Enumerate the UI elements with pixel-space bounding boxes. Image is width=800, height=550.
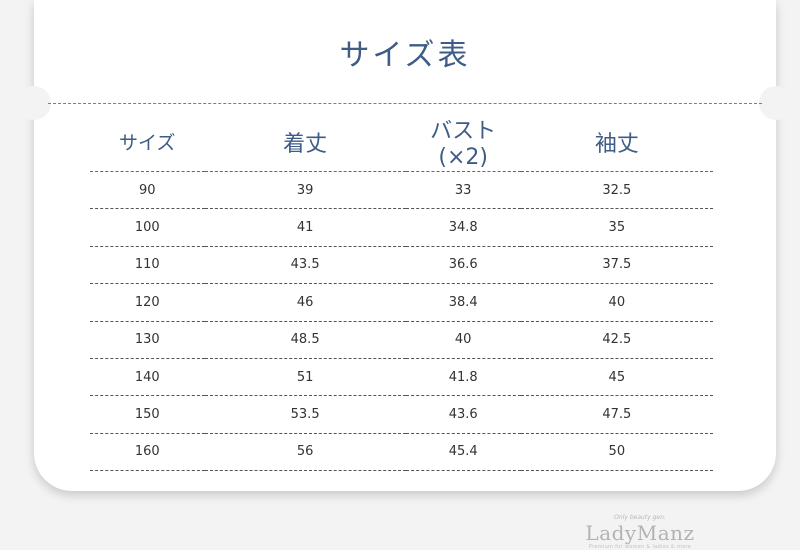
cell-sleeve: 40 <box>520 283 713 322</box>
table-row: 110 43.5 36.6 37.5 <box>90 246 713 285</box>
table-row: 100 41 34.8 35 <box>90 208 713 247</box>
cell-size: 110 <box>90 246 205 285</box>
cell-size: 140 <box>90 358 205 397</box>
cell-sleeve: 37.5 <box>520 246 713 285</box>
cell-size: 120 <box>90 283 205 322</box>
table-row: 150 53.5 43.6 47.5 <box>90 395 713 434</box>
ticket-notch-right <box>759 86 793 120</box>
cell-size: 130 <box>90 321 205 359</box>
size-table: サイズ 着丈 バスト(×2) 袖丈 90 39 33 32.5 100 41 3… <box>90 112 713 472</box>
cell-sleeve: 45 <box>520 358 713 397</box>
brand-watermark: Only beauty gen. LadyManz Premium for wo… <box>584 514 696 550</box>
cell-bust: 40 <box>405 321 521 359</box>
cell-bust: 33 <box>405 171 521 210</box>
cell-sleeve: 35 <box>520 208 713 247</box>
cell-size: 160 <box>90 433 205 472</box>
table-row: 90 39 33 32.5 <box>90 171 713 210</box>
cell-size: 150 <box>90 395 205 434</box>
table-row: 160 56 45.4 50 <box>90 433 713 472</box>
cell-length: 48.5 <box>204 321 406 359</box>
cell-bust: 43.6 <box>405 395 521 434</box>
table-header-row: サイズ 着丈 バスト(×2) 袖丈 <box>90 112 713 172</box>
brand-subline: Premium for women & ladies & more <box>588 544 692 550</box>
cell-length: 51 <box>204 358 406 397</box>
cell-bust: 34.8 <box>405 208 521 247</box>
cell-sleeve: 50 <box>520 433 713 472</box>
table-row: 120 46 38.4 40 <box>90 283 713 322</box>
cell-bust: 45.4 <box>405 433 521 472</box>
cell-length: 41 <box>204 208 406 247</box>
header-bust: バスト(×2) <box>405 112 521 172</box>
table-row: 140 51 41.8 45 <box>90 358 713 397</box>
cell-sleeve: 42.5 <box>520 321 713 359</box>
ticket-notch-left <box>17 86 51 120</box>
table-row: 130 48.5 40 42.5 <box>90 321 713 359</box>
header-sleeve: 袖丈 <box>520 112 713 172</box>
page-title: サイズ表 <box>339 38 471 73</box>
cell-sleeve: 32.5 <box>520 171 713 210</box>
cell-size: 90 <box>90 171 205 210</box>
cell-sleeve: 47.5 <box>520 395 713 434</box>
cell-bust: 38.4 <box>405 283 521 322</box>
header-size: サイズ <box>90 112 205 172</box>
brand-tagline: Only beauty gen. <box>614 514 666 521</box>
cell-bust: 36.6 <box>405 246 521 285</box>
brand-logo: LadyManz <box>585 521 695 545</box>
cell-length: 53.5 <box>204 395 406 434</box>
cell-length: 39 <box>204 171 406 210</box>
size-chart-card: サイズ表 サイズ 着丈 バスト(×2) 袖丈 90 39 33 32.5 100… <box>17 0 793 491</box>
dashed-divider <box>48 103 762 104</box>
cell-length: 46 <box>204 283 406 322</box>
cell-length: 43.5 <box>204 246 406 285</box>
cell-bust: 41.8 <box>405 358 521 397</box>
cell-length: 56 <box>204 433 406 472</box>
cell-size: 100 <box>90 208 205 247</box>
header-length: 着丈 <box>204 112 406 172</box>
